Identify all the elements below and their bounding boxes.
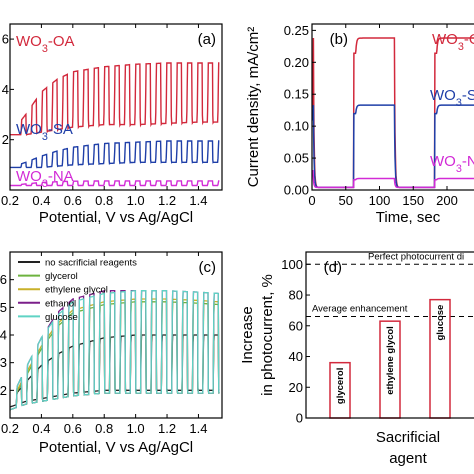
panel-d-bar-label: glucose: [435, 305, 446, 341]
panel-b-xtick-label: 50: [339, 193, 353, 208]
panel-a-legend-1: WO3-SA: [16, 121, 73, 143]
panel-b-ylabel: Current density, mA/cm²: [245, 27, 262, 188]
panel-d-ytick-label: 60: [289, 318, 303, 333]
panel-b-legend-2-main: WO: [430, 153, 456, 170]
panel-a-legend-2: WO3-NA: [16, 168, 74, 190]
panel-d-reference-label: Perfect photocurrent di: [368, 251, 464, 262]
panel-b-legend-2-rest: -N: [462, 153, 474, 170]
panel-b-ytick-label: 0.10: [284, 119, 309, 134]
panel-b-xlabel: Time, sec: [376, 209, 441, 226]
panel-a-ytick-label: 2: [2, 132, 9, 147]
panel-d-ytick-label: 100: [281, 257, 303, 272]
panel-b-xtick-label: 200: [436, 193, 458, 208]
panel-c-legend-text: ethylene glycol: [45, 285, 108, 296]
panel-c-xtick-label: 1.2: [158, 421, 176, 436]
panel-c-legend-text: glycerol: [45, 271, 78, 282]
panel-c-xtick-label: 1.4: [189, 421, 207, 436]
panel-c-ytick-label: 6: [0, 272, 7, 287]
panel-a-xtick-label: 0.8: [95, 193, 113, 208]
panel-a-ytick-label: 4: [2, 82, 9, 97]
panel-b-legend-1-rest: -S: [462, 87, 474, 104]
panel-b-xtick-label: 100: [369, 193, 391, 208]
panel-c-legend-text: no sacrificial reagents: [45, 258, 137, 269]
panel-c-ytick-label: 5: [0, 300, 7, 315]
panel-c-xtick-label: 0.4: [32, 421, 50, 436]
panel-b-xtick-label: 150: [402, 193, 424, 208]
panel-a: 0.2 0.4 0.6 0.8 1.0 1.2 1.4 2 4 6 Potential, V vs …: [1, 24, 222, 226]
panel-a-legend-1-main: WO: [16, 121, 42, 138]
panel-d-reference-label: Average enhancement: [312, 304, 408, 315]
panel-a-legend-0-rest: -OA: [48, 33, 75, 50]
panel-b-panel-label: (b): [330, 31, 348, 48]
panel-c-xtick-label: 0.6: [64, 421, 82, 436]
panel-c-xlabel: Potential, V vs Ag/AgCl: [39, 439, 193, 456]
panel-a-xtick-label: 1.4: [189, 193, 207, 208]
panel-d-ytick-label: 40: [289, 349, 303, 364]
panel-d-ytick-label: 0: [296, 411, 303, 426]
panel-b-ytick-label: 0.15: [284, 87, 309, 102]
panel-d-xlabel-2: agent: [389, 450, 427, 467]
panel-a-legend-2-main: WO: [16, 168, 42, 185]
panel-a-legend-1-rest: -SA: [48, 121, 73, 138]
panel-b-legend-0-main: WO: [432, 31, 458, 48]
panel-a-legend-0: WO3-OA: [16, 33, 75, 55]
panel-a-panel-label: (a): [198, 31, 216, 48]
panel-a-legend-2-rest: -NA: [48, 168, 74, 185]
panel-b-legend-2: WO3-N: [430, 153, 474, 175]
panel-b: 0 50 100 150 200 0.00 0.05 0.10 0.15 0.20 0.25 Time…: [245, 23, 474, 226]
panel-c: 0.2 0.4 0.6 0.8 1.0 1.2 1.4 2 3 4 5 6 Potential, V v…: [0, 252, 222, 456]
panel-c-xtick-label: 0.8: [95, 421, 113, 436]
panel-b-legend-0: WO3-O: [432, 31, 474, 53]
panel-a-ytick-label: 6: [2, 32, 9, 47]
panel-d-ytick-label: 80: [289, 288, 303, 303]
panel-b-ytick-label: 0.25: [284, 23, 309, 38]
panel-d-ylabel-2: in photocurrent, %: [259, 274, 276, 396]
panel-a-xtick-label: 0.4: [32, 193, 50, 208]
panel-a-xtick-label: 1.2: [158, 193, 176, 208]
panel-d-ytick-label: 20: [289, 380, 303, 395]
panel-d: Perfect photocurrent di Average enhanceme…: [239, 251, 474, 467]
panel-b-xtick-label: 0: [308, 193, 315, 208]
panel-b-series-line: [312, 105, 474, 187]
panel-c-series-line: [10, 291, 219, 410]
panel-a-xtick-label: 0.6: [64, 193, 82, 208]
panel-c-panel-label: (c): [199, 259, 217, 276]
panel-d-bar-label: glycerol: [335, 368, 346, 404]
panel-a-legend-0-main: WO: [16, 33, 42, 50]
panel-d-xlabel-1: Sacrificial: [376, 429, 440, 446]
panel-c-ytick-label: 3: [0, 355, 7, 370]
panel-b-ytick-label: 0.20: [284, 55, 309, 70]
panel-b-ytick-label: 0.00: [284, 183, 309, 198]
panel-b-legend-1-main: WO: [430, 87, 456, 104]
panel-a-xlabel: Potential, V vs Ag/AgCl: [39, 209, 193, 226]
panel-d-ylabel-1: Increase: [239, 306, 256, 364]
panel-c-xtick-label: 1.0: [127, 421, 145, 436]
panel-c-legend-text: glucose: [45, 312, 78, 323]
panel-c-ytick-label: 2: [0, 383, 7, 398]
panel-b-series-line: [312, 171, 474, 188]
panel-a-xtick-label: 0.2: [1, 193, 19, 208]
panel-c-ytick-label: 4: [0, 328, 7, 343]
panel-d-panel-label: (d): [324, 259, 342, 276]
panel-c-xtick-label: 0.2: [1, 421, 19, 436]
panel-c-legend-text: ethanol: [45, 298, 76, 309]
panel-a-xtick-label: 1.0: [127, 193, 145, 208]
panel-a-series-line: [10, 141, 219, 168]
panel-b-ytick-label: 0.05: [284, 151, 309, 166]
panel-b-legend-0-rest: -O: [464, 31, 474, 48]
panel-d-bar-label: ethylene glycol: [385, 326, 396, 395]
